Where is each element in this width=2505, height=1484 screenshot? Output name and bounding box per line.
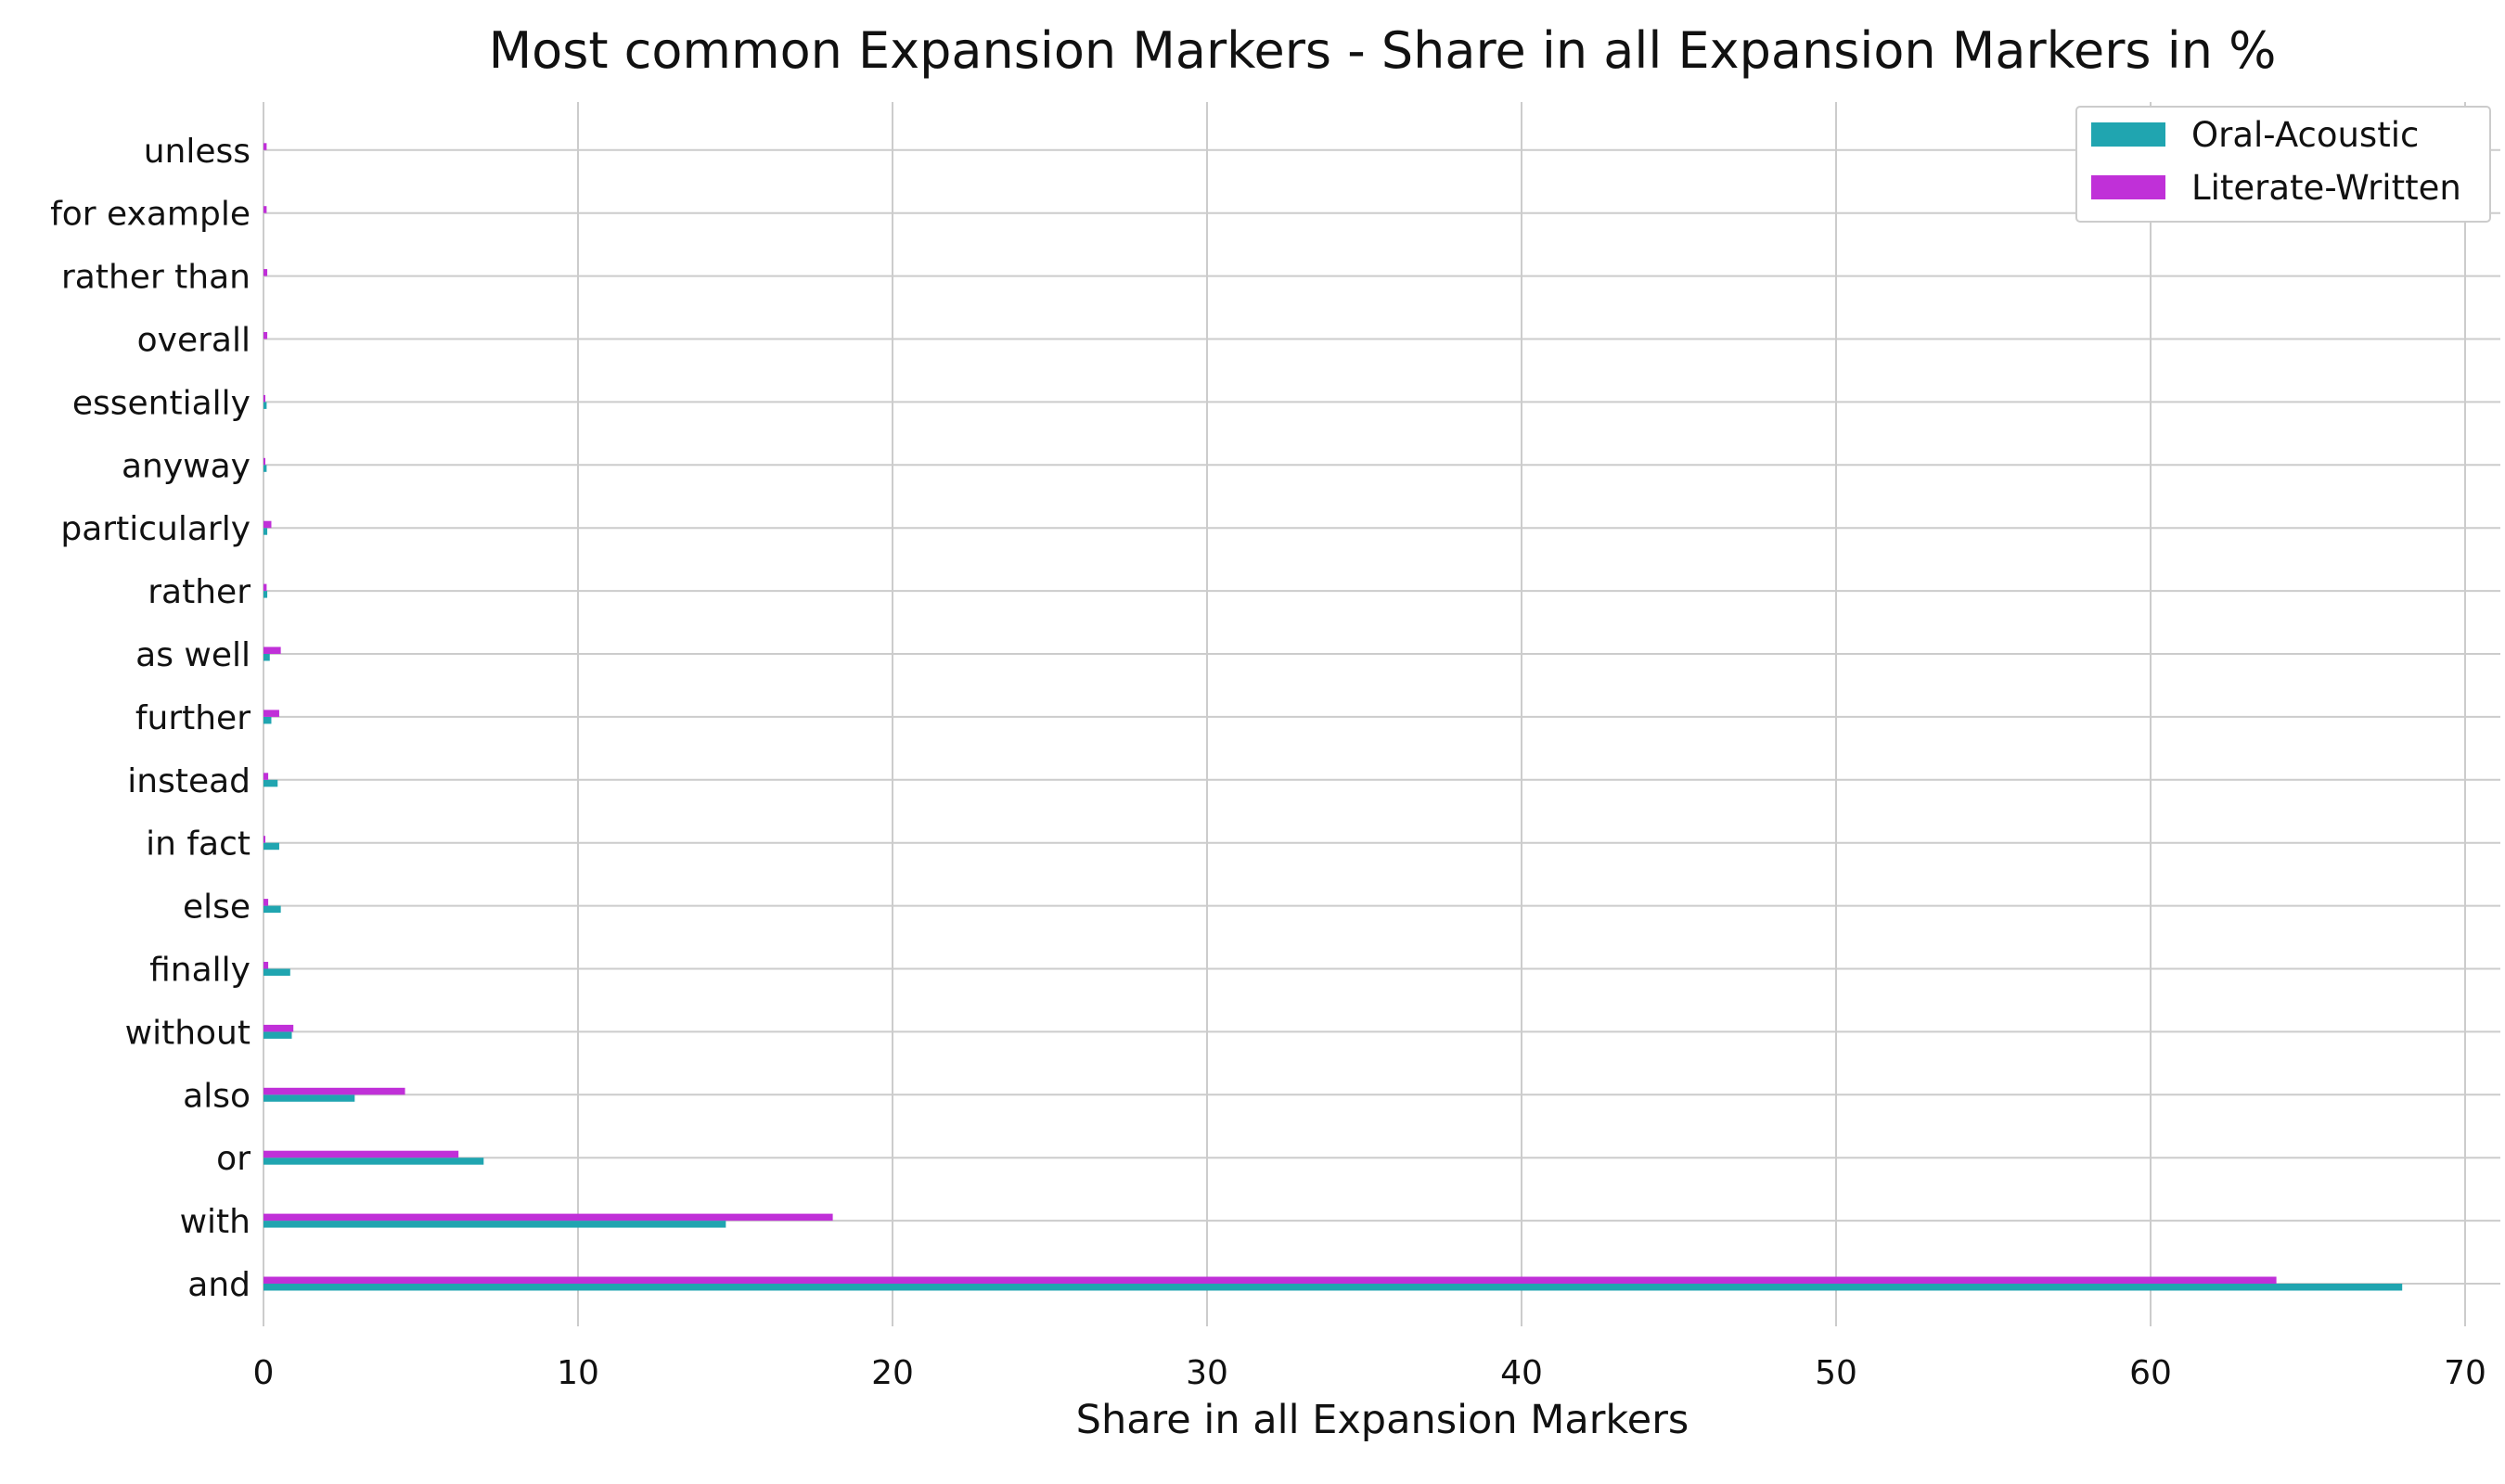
y-tick-label: as well	[135, 636, 250, 674]
y-tick-label: with	[180, 1203, 250, 1241]
bar-literate-written-as-well	[263, 646, 281, 654]
x-tick-label: 10	[557, 1354, 599, 1392]
bar-oral-acoustic-finally	[263, 968, 290, 976]
y-tick-label: overall	[137, 322, 250, 360]
bar-oral-acoustic-further	[263, 716, 272, 724]
x-axis-title: Share in all Expansion Markers	[1076, 1397, 1689, 1443]
bar-literate-written-unless	[263, 143, 267, 150]
y-tick-labels: and with or also without finally else in fact in…	[50, 133, 250, 1304]
y-tick-label: instead	[127, 762, 250, 800]
bar-oral-acoustic-rather	[263, 591, 268, 598]
bar-literate-written-rather	[263, 583, 267, 592]
x-tick-label: 30	[1186, 1354, 1228, 1392]
y-tick-label: for example	[50, 196, 250, 234]
bars	[263, 143, 2403, 1291]
y-tick-label: anyway	[122, 447, 250, 485]
bar-literate-written-finally	[263, 962, 269, 969]
y-tick-label: particularly	[60, 510, 250, 548]
y-tick-label: else	[183, 889, 250, 927]
legend: Oral-Acoustic Literate-Written	[2075, 106, 2491, 223]
bar-literate-written-and	[263, 1276, 2277, 1284]
bar-oral-acoustic-instead	[263, 779, 278, 787]
x-tick-label: 60	[2129, 1354, 2172, 1392]
legend-box	[2075, 106, 2491, 223]
bar-oral-acoustic-as-well	[263, 654, 270, 661]
bar-oral-acoustic-else	[263, 905, 281, 914]
x-tick-labels: 0 10 20 30 40 50 60 70	[253, 1354, 2486, 1392]
bar-literate-written-overall	[263, 332, 268, 339]
chart-title: Most common Expansion Markers - Share in…	[489, 21, 2277, 80]
x-tick-label: 20	[871, 1354, 914, 1392]
bar-literate-written-else	[263, 899, 269, 906]
y-tick-label: rather than	[61, 259, 250, 297]
x-tick-label: 70	[2444, 1354, 2486, 1392]
bar-oral-acoustic-or	[263, 1158, 484, 1165]
legend-label: Literate-Written	[2191, 168, 2461, 208]
bar-oral-acoustic-particularly	[263, 528, 268, 535]
bar-literate-written-further	[263, 710, 279, 717]
bar-oral-acoustic-in-fact	[263, 842, 279, 851]
legend-swatch	[2091, 175, 2165, 199]
y-tick-label: or	[216, 1140, 250, 1178]
bar-literate-written-essentially	[263, 394, 265, 403]
bar-oral-acoustic-also	[263, 1094, 355, 1102]
y-tick-label: unless	[144, 133, 250, 171]
bar-oral-acoustic-essentially	[263, 402, 267, 409]
x-tick-label: 50	[1815, 1354, 1857, 1392]
bar-literate-written-instead	[263, 773, 269, 780]
legend-swatch	[2091, 122, 2165, 147]
y-tick-label: essentially	[72, 384, 250, 422]
bar-literate-written-particularly	[263, 520, 272, 529]
y-tick-label: also	[183, 1077, 250, 1115]
bar-oral-acoustic-anyway	[263, 465, 267, 472]
x-tick-label: 40	[1500, 1354, 1543, 1392]
bar-oral-acoustic-with	[263, 1221, 726, 1228]
bar-literate-written-or	[263, 1150, 459, 1158]
bar-oral-acoustic-without	[263, 1031, 292, 1039]
legend-label: Oral-Acoustic	[2191, 115, 2419, 155]
bar-literate-written-in-fact	[263, 836, 265, 843]
y-tick-label: rather	[148, 573, 250, 611]
grid-lines	[263, 102, 2500, 1326]
bar-oral-acoustic-and	[263, 1284, 2403, 1291]
x-tick-label: 0	[253, 1354, 275, 1392]
y-tick-label: further	[135, 699, 250, 737]
bar-literate-written-for-example	[263, 206, 267, 213]
y-tick-label: and	[187, 1266, 250, 1304]
bar-literate-written-with	[263, 1213, 833, 1222]
y-tick-label: finally	[149, 952, 250, 990]
bar-literate-written-anyway	[263, 457, 265, 466]
y-tick-label: without	[125, 1014, 250, 1052]
y-tick-label: in fact	[146, 825, 250, 864]
bar-literate-written-without	[263, 1024, 294, 1032]
bar-literate-written-also	[263, 1087, 405, 1095]
bar-literate-written-rather-than	[263, 269, 268, 276]
